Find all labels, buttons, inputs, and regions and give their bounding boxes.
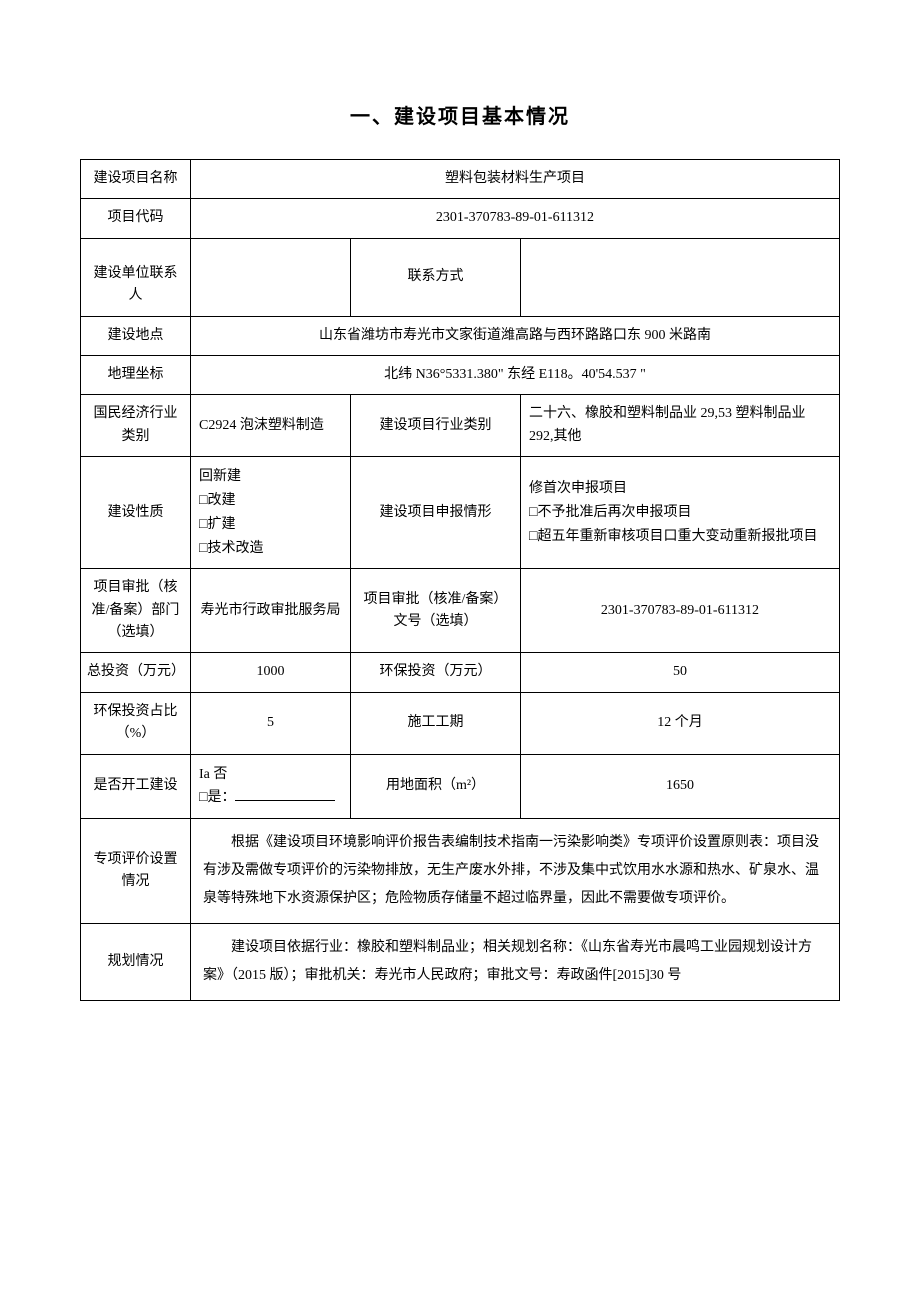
- label-industry-class: 国民经济行业类别: [81, 395, 191, 457]
- label-project-industry: 建设项目行业类别: [351, 395, 521, 457]
- label-planning: 规划情况: [81, 924, 191, 1001]
- table-row: 项目审批（核准/备案）部门（选填） 寿光市行政审批服务局 项目审批（核准/备案）…: [81, 569, 840, 653]
- table-row: 专项评价设置情况 根据《建设项目环境影响评价报告表编制技术指南一污染影响类》专项…: [81, 819, 840, 924]
- value-total-invest: 1000: [191, 653, 351, 692]
- value-special-eval: 根据《建设项目环境影响评价报告表编制技术指南一污染影响类》专项评价设置原则表：项…: [191, 819, 840, 924]
- table-row: 环保投资占比（%） 5 施工工期 12 个月: [81, 692, 840, 754]
- label-project-name: 建设项目名称: [81, 160, 191, 199]
- label-special-eval: 专项评价设置情况: [81, 819, 191, 924]
- table-row: 国民经济行业类别 C2924 泡沫塑料制造 建设项目行业类别 二十六、橡胶和塑料…: [81, 395, 840, 457]
- table-row: 地理坐标 北纬 N36°5331.380" 东经 E118。40'54.537 …: [81, 355, 840, 394]
- label-contact-method: 联系方式: [351, 238, 521, 316]
- table-row: 是否开工建设 Ia 否□是： 用地面积（m²） 1650: [81, 754, 840, 819]
- label-started: 是否开工建设: [81, 754, 191, 819]
- value-declare-situation: 修首次申报项目□不予批准后再次申报项目□超五年重新审核项目口重大变动重新报批项目: [521, 457, 840, 569]
- started-options: Ia 否□是：: [199, 767, 235, 806]
- label-build-nature: 建设性质: [81, 457, 191, 569]
- value-contact-person: [191, 238, 351, 316]
- value-project-code: 2301-370783-89-01-611312: [191, 199, 840, 238]
- table-row: 建设地点 山东省潍坊市寿光市文家街道潍高路与西环路路口东 900 米路南: [81, 316, 840, 355]
- value-construction-period: 12 个月: [521, 692, 840, 754]
- value-location: 山东省潍坊市寿光市文家街道潍高路与西环路路口东 900 米路南: [191, 316, 840, 355]
- value-env-invest: 50: [521, 653, 840, 692]
- label-env-ratio: 环保投资占比（%）: [81, 692, 191, 754]
- table-row: 规划情况 建设项目依据行业：橡胶和塑料制品业；相关规划名称：《山东省寿光市晨鸣工…: [81, 924, 840, 1001]
- value-approval-dept: 寿光市行政审批服务局: [191, 569, 351, 653]
- value-started: Ia 否□是：: [191, 754, 351, 819]
- label-approval-no: 项目审批（核准/备案）文号（选填）: [351, 569, 521, 653]
- label-env-invest: 环保投资（万元）: [351, 653, 521, 692]
- label-declare-situation: 建设项目申报情形: [351, 457, 521, 569]
- value-industry-class: C2924 泡沫塑料制造: [191, 395, 351, 457]
- started-underline: [235, 787, 335, 801]
- value-project-industry: 二十六、橡胶和塑料制品业 29,53 塑料制品业 292,其他: [521, 395, 840, 457]
- table-row: 项目代码 2301-370783-89-01-611312: [81, 199, 840, 238]
- label-land-area: 用地面积（m²）: [351, 754, 521, 819]
- label-contact-person: 建设单位联系人: [81, 238, 191, 316]
- table-row: 建设性质 回新建□改建□扩建□技术改造 建设项目申报情形 修首次申报项目□不予批…: [81, 457, 840, 569]
- value-contact-method: [521, 238, 840, 316]
- value-land-area: 1650: [521, 754, 840, 819]
- value-coordinates: 北纬 N36°5331.380" 东经 E118。40'54.537 ": [191, 355, 840, 394]
- project-info-table: 建设项目名称 塑料包装材料生产项目 项目代码 2301-370783-89-01…: [80, 159, 840, 1001]
- value-build-nature: 回新建□改建□扩建□技术改造: [191, 457, 351, 569]
- table-row: 建设项目名称 塑料包装材料生产项目: [81, 160, 840, 199]
- value-env-ratio: 5: [191, 692, 351, 754]
- table-row: 建设单位联系人 联系方式: [81, 238, 840, 316]
- page-title: 一、建设项目基本情况: [80, 100, 840, 129]
- value-planning: 建设项目依据行业：橡胶和塑料制品业；相关规划名称：《山东省寿光市晨鸣工业园规划设…: [191, 924, 840, 1001]
- label-project-code: 项目代码: [81, 199, 191, 238]
- table-row: 总投资（万元） 1000 环保投资（万元） 50: [81, 653, 840, 692]
- value-project-name: 塑料包装材料生产项目: [191, 160, 840, 199]
- label-location: 建设地点: [81, 316, 191, 355]
- label-total-invest: 总投资（万元）: [81, 653, 191, 692]
- label-construction-period: 施工工期: [351, 692, 521, 754]
- label-approval-dept: 项目审批（核准/备案）部门（选填）: [81, 569, 191, 653]
- label-coordinates: 地理坐标: [81, 355, 191, 394]
- value-approval-no: 2301-370783-89-01-611312: [521, 569, 840, 653]
